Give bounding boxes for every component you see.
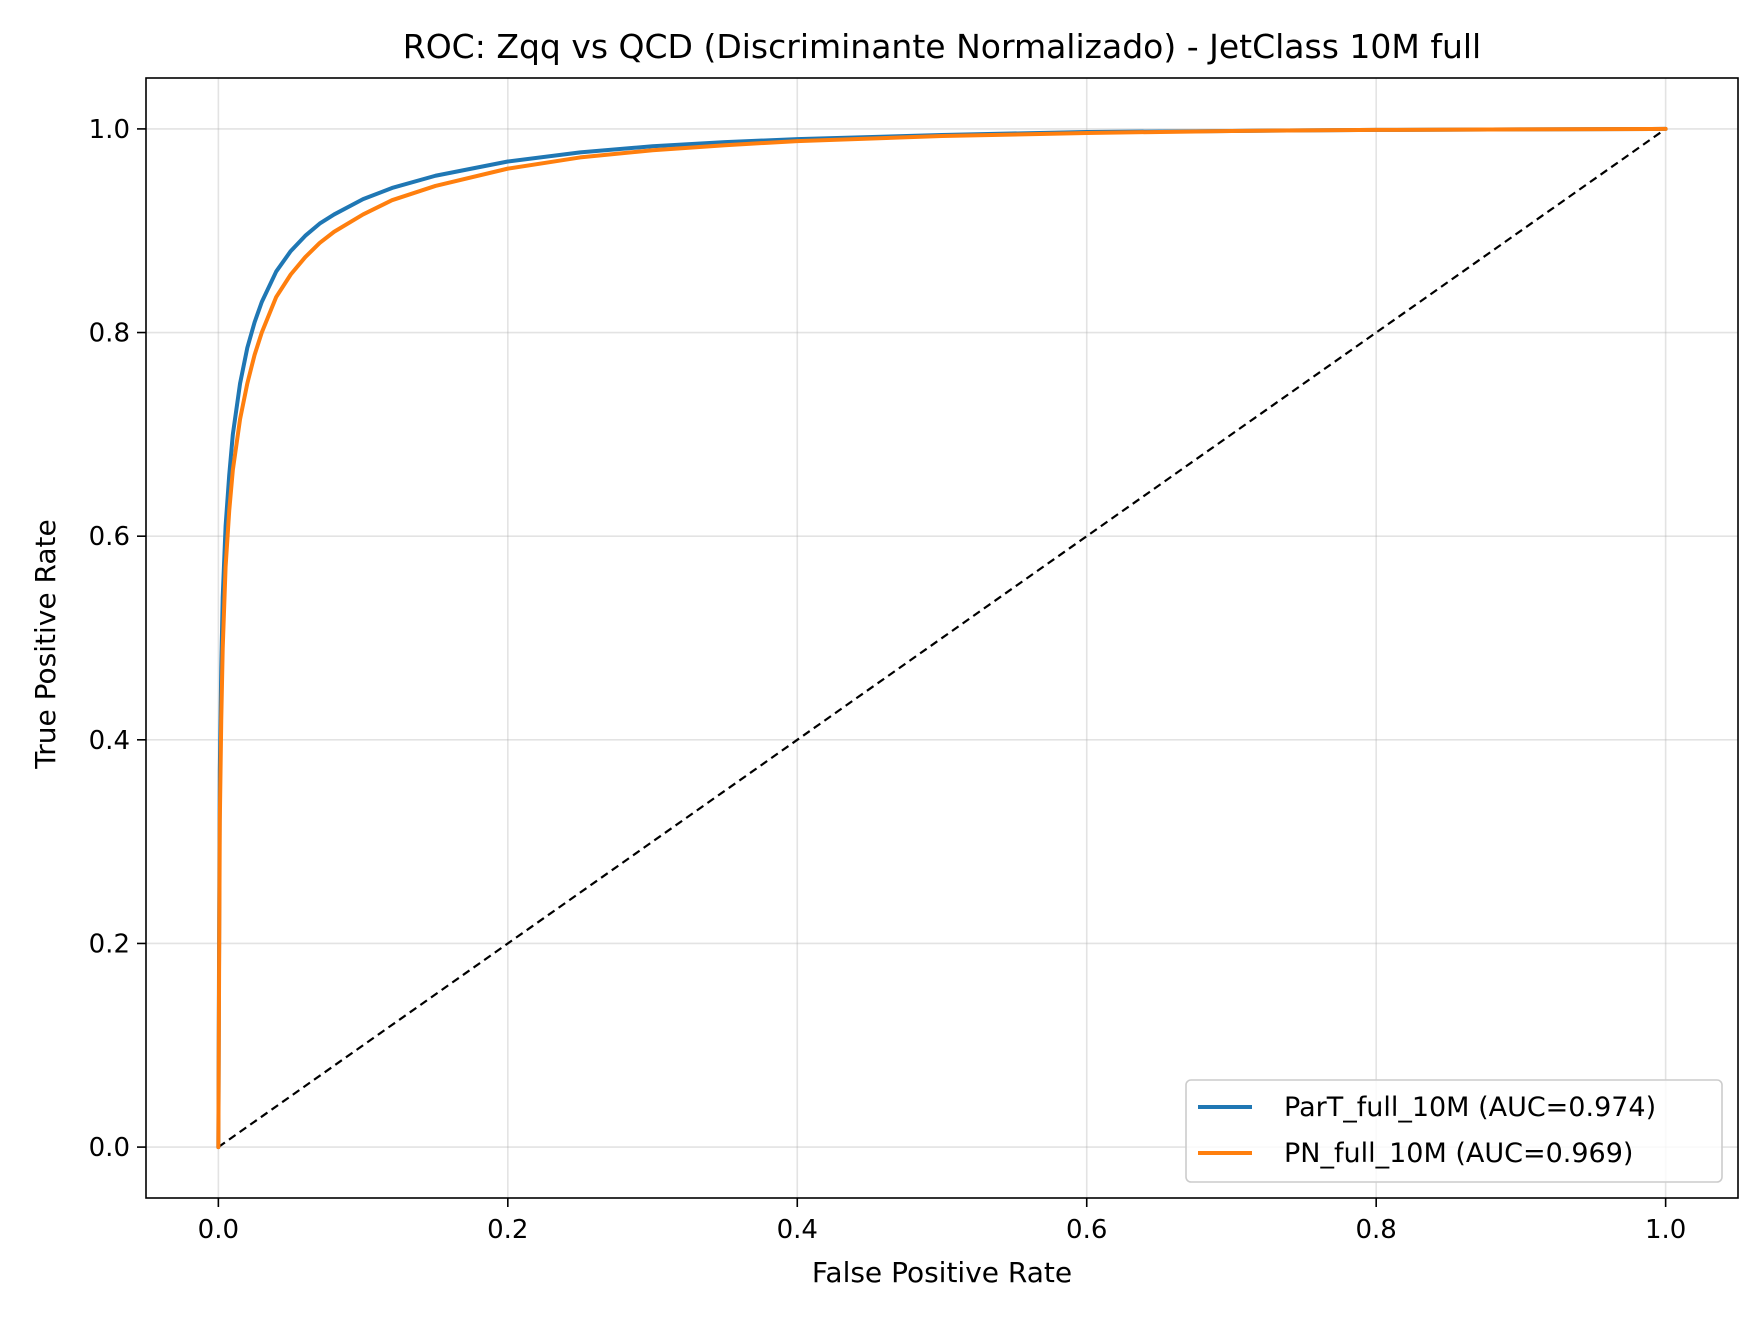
- y-tick-label: 0.0: [89, 1133, 130, 1163]
- y-tick-label: 0.4: [89, 726, 130, 756]
- legend-label: PN_full_10M (AUC=0.969): [1284, 1138, 1633, 1169]
- x-tick-label: 0.6: [1066, 1215, 1107, 1245]
- plot-frame: [145, 77, 1739, 1199]
- x-tick-label: 0.2: [487, 1215, 528, 1245]
- y-tick-label: 0.2: [89, 929, 130, 959]
- y-tick-label: 0.8: [89, 319, 130, 349]
- x-axis-title: False Positive Rate: [812, 1256, 1072, 1289]
- x-tick-label: 1.0: [1645, 1215, 1686, 1245]
- x-tick-label: 0.8: [1356, 1215, 1397, 1245]
- series-layer: [216, 126, 1668, 1150]
- grid: [146, 78, 1738, 1198]
- legend-label: ParT_full_10M (AUC=0.974): [1284, 1092, 1656, 1123]
- chart-title: ROC: Zqq vs QCD (Discriminante Normaliza…: [403, 27, 1481, 66]
- legend: ParT_full_10M (AUC=0.974) PN_full_10M (AU…: [1185, 1079, 1723, 1183]
- y-tick-label: 1.0: [89, 115, 130, 145]
- x-tick-label: 0.0: [198, 1215, 239, 1245]
- y-tick-label: 0.6: [89, 522, 130, 552]
- legend-box: [1185, 1079, 1723, 1183]
- ticks: 0.0 0.2 0.4 0.6 0.8 1.0 0.0 0.2 0.4 0.6 0.8 1.0: [89, 115, 1687, 1245]
- roc-curve-pn: [216, 126, 1668, 1150]
- y-axis-title: True Positive Rate: [29, 519, 62, 769]
- x-tick-label: 0.4: [777, 1215, 818, 1245]
- chance-diagonal-line: [217, 128, 1667, 1148]
- reference-line-layer: [217, 128, 1667, 1148]
